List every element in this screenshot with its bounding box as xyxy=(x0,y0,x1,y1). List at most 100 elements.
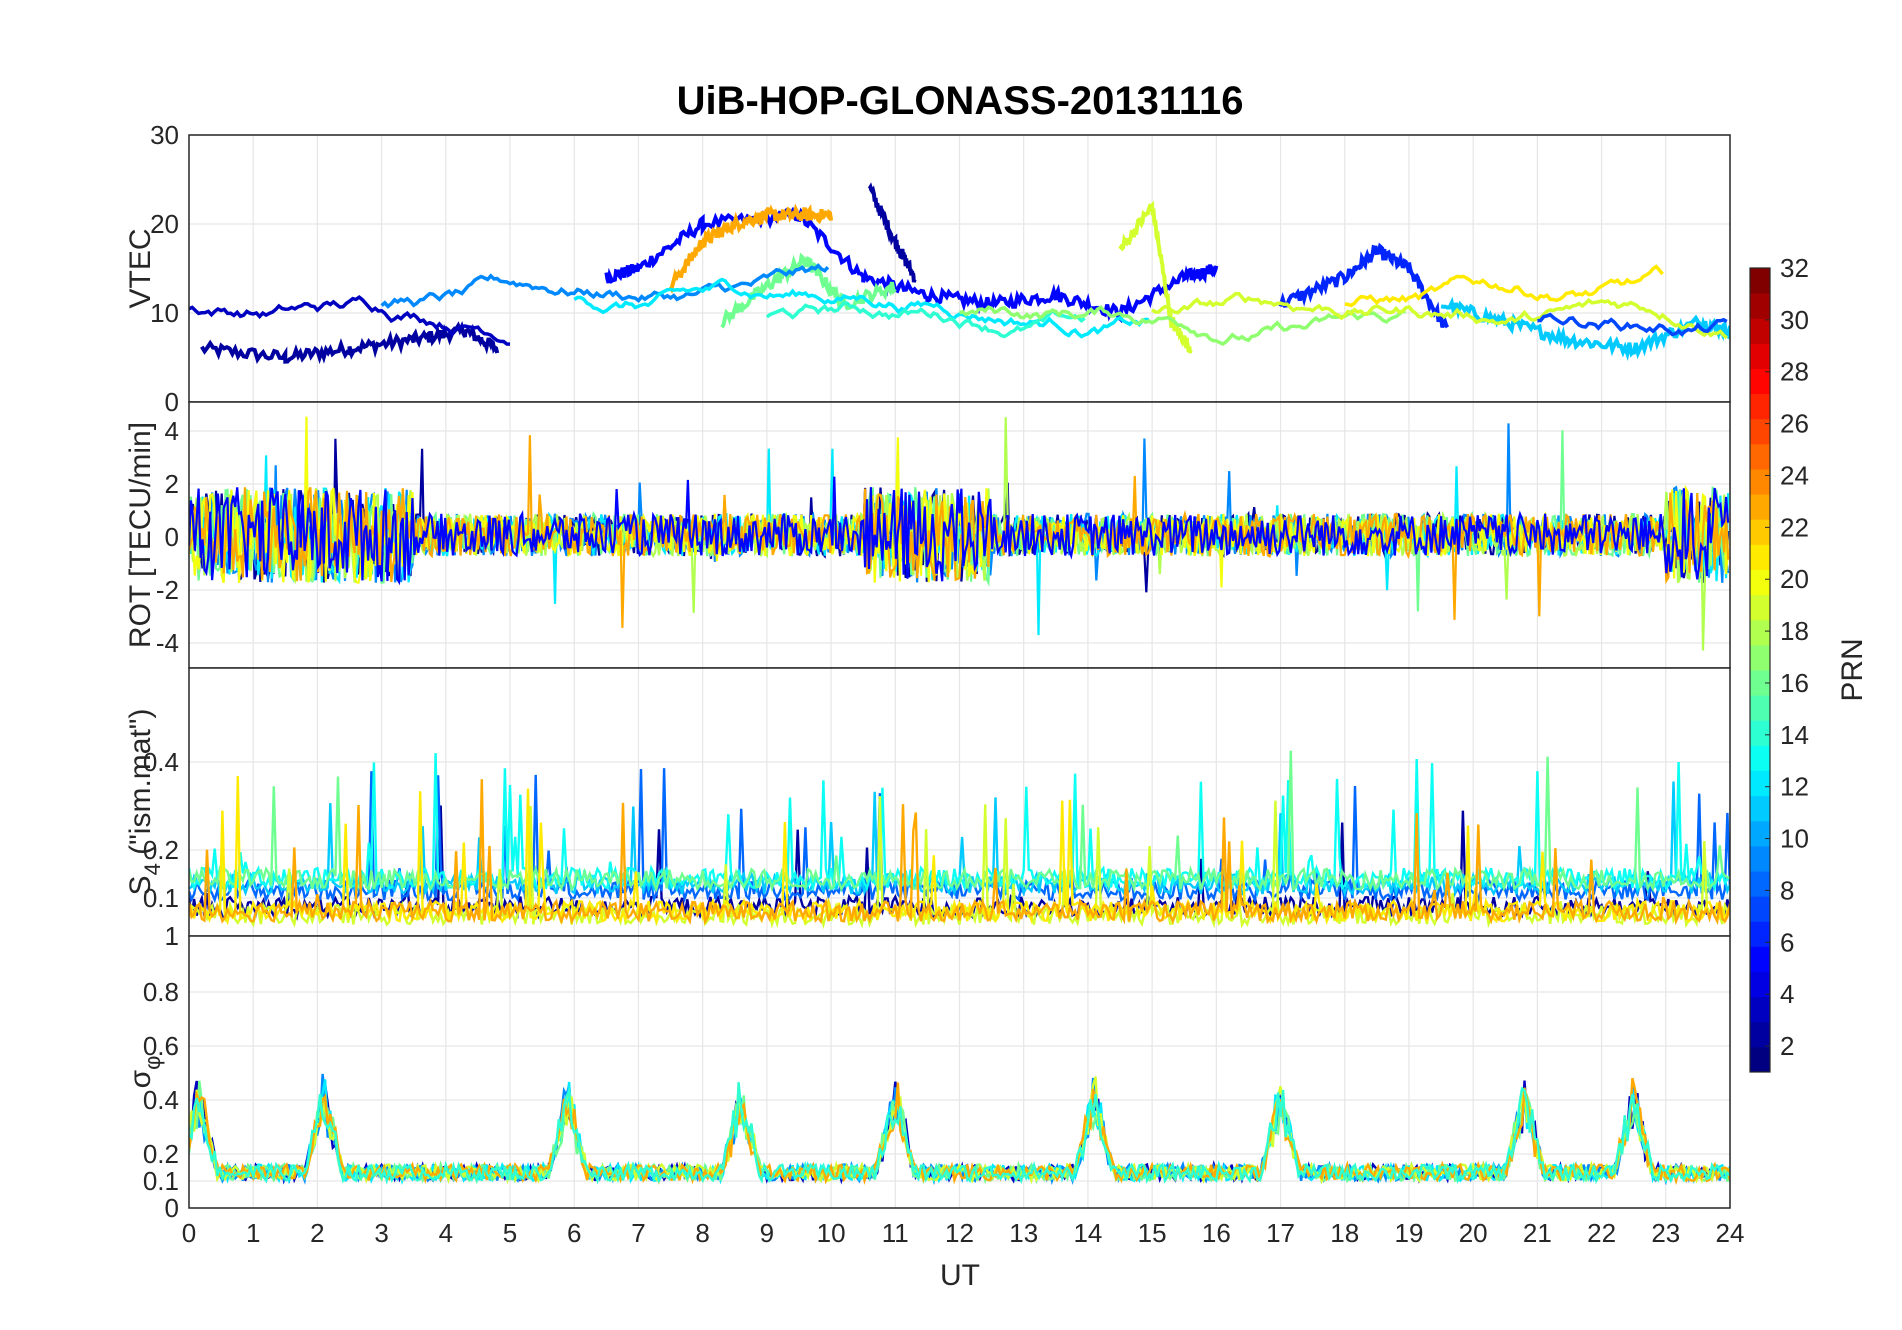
trace-group xyxy=(189,182,1730,365)
x-tick-label: 18 xyxy=(1330,1218,1359,1248)
panel-3: 0.1 0.2 0.4S4 ("ism.mat") xyxy=(124,667,1731,937)
colorbar-swatch xyxy=(1750,644,1770,671)
y-tick-label: -2 xyxy=(156,575,179,605)
y-tick-label: -4 xyxy=(156,628,179,658)
x-tick-label: 11 xyxy=(882,1218,909,1248)
y-axis-label: ROT [TECU/min] xyxy=(124,422,157,648)
y-tick-label: 0.1 xyxy=(143,883,179,913)
colorbar-swatch xyxy=(1750,619,1770,646)
colorbar-tick-label: 16 xyxy=(1780,668,1809,698)
colorbar-swatch xyxy=(1750,695,1770,721)
colorbar-swatch xyxy=(1750,770,1770,797)
series-line-prn-6 xyxy=(1278,242,1450,329)
x-tick-label: 14 xyxy=(1073,1218,1102,1248)
colorbar-swatch xyxy=(1750,896,1770,922)
colorbar-swatch xyxy=(1750,946,1770,972)
y-tick-label: 0.4 xyxy=(143,1085,179,1115)
colorbar-swatch xyxy=(1750,393,1770,420)
colorbar-tick-label: 28 xyxy=(1780,357,1809,387)
colorbar-swatch xyxy=(1750,293,1770,319)
colorbar-swatch xyxy=(1750,795,1770,822)
colorbar-swatch xyxy=(1750,469,1770,495)
series-line-prn-14 xyxy=(189,1082,1730,1185)
y-axis-label: S4 ("ism.mat") xyxy=(124,709,165,896)
y-tick-label: 0.4 xyxy=(143,747,179,777)
series-line-prn-17 xyxy=(959,305,1406,347)
series-line-prn-19 xyxy=(1118,200,1193,354)
x-tick-label: 12 xyxy=(945,1218,974,1248)
colorbar-tick-label: 24 xyxy=(1780,460,1809,490)
x-tick-label: 0 xyxy=(182,1218,196,1248)
y-tick-label: 0 xyxy=(165,1193,179,1223)
colorbar-swatch xyxy=(1750,494,1770,520)
y-tick-label: 0.6 xyxy=(143,1031,179,1061)
colorbar-swatch xyxy=(1750,418,1770,445)
series-line-prn-12 xyxy=(573,277,1150,339)
series-line-prn-19 xyxy=(1151,291,1728,340)
panel-2: -4 -2 0 2 4 ROT [TECU/min] xyxy=(124,401,1731,669)
y-axis-label: σφ xyxy=(124,1056,165,1089)
x-tick-label: 20 xyxy=(1459,1218,1488,1248)
x-tick-label: 1 xyxy=(246,1218,260,1248)
colorbar-tick-label: 6 xyxy=(1780,927,1794,957)
y-tick-label: 0.2 xyxy=(143,1139,179,1169)
series-line-prn-5 xyxy=(189,476,1730,586)
trace-group xyxy=(189,1073,1730,1186)
y-tick-label: 30 xyxy=(150,120,179,150)
colorbar-tick-label: 18 xyxy=(1780,616,1809,646)
x-tick-label: 4 xyxy=(439,1218,453,1248)
series-line-prn-3 xyxy=(189,295,511,346)
y-tick-label: 0 xyxy=(165,522,179,552)
x-ticks: 0 1 2 3 4 5 6 7 8 9 10 11 12 13 14 15 16 17 18 19 20 21 22 23 24 xyxy=(182,1218,1745,1248)
colorbar-swatch xyxy=(1750,594,1770,621)
colorbar-tick-label: 10 xyxy=(1780,824,1809,854)
x-tick-label: 9 xyxy=(760,1218,774,1248)
series-line-prn-16 xyxy=(189,750,1730,894)
colorbar-swatch xyxy=(1750,368,1770,395)
x-tick-label: 15 xyxy=(1138,1218,1167,1248)
colorbar-tick-label: 8 xyxy=(1780,875,1794,905)
colorbar-swatch xyxy=(1750,921,1770,947)
chart-title: UiB-HOP-GLONASS-20131116 xyxy=(677,79,1244,123)
colorbar-swatch xyxy=(1750,996,1770,1023)
x-tick-label: 8 xyxy=(695,1218,709,1248)
series-line-prn-2 xyxy=(200,321,500,365)
x-tick-label: 5 xyxy=(503,1218,517,1248)
colorbar-tick-label: 14 xyxy=(1780,720,1809,750)
x-tick-label: 6 xyxy=(567,1218,581,1248)
colorbar-swatch xyxy=(1750,569,1770,596)
colorbar-swatch xyxy=(1750,268,1770,294)
x-tick-label: 7 xyxy=(631,1218,645,1248)
colorbar-swatch xyxy=(1750,720,1770,746)
x-tick-label: 19 xyxy=(1394,1218,1423,1248)
y-tick-label: 4 xyxy=(165,416,179,446)
colorbar-swatch xyxy=(1750,820,1770,847)
y-tick-label: 20 xyxy=(150,209,179,239)
x-tick-label: 2 xyxy=(310,1218,324,1248)
y-tick-label: 0.2 xyxy=(143,835,179,865)
series-line-prn-7 xyxy=(1537,312,1728,337)
series-line-prn-9 xyxy=(380,263,830,309)
colorbar-tick-label: 20 xyxy=(1780,564,1809,594)
colorbar-swatch xyxy=(1750,1046,1770,1073)
trace-group xyxy=(189,416,1730,651)
colorbar-label: PRN xyxy=(1836,638,1869,701)
colorbar-tick-label: 30 xyxy=(1780,305,1809,335)
x-tick-label: 23 xyxy=(1651,1218,1680,1248)
colorbar-tick-label: 32 xyxy=(1780,253,1809,283)
colorbar-swatch xyxy=(1750,519,1770,545)
series-line-prn-14 xyxy=(765,301,1086,339)
trace-group xyxy=(189,750,1730,930)
x-tick-label: 24 xyxy=(1716,1218,1745,1248)
y-tick-label: 0.8 xyxy=(143,977,179,1007)
colorbar-tick-label: 4 xyxy=(1780,979,1794,1009)
x-tick-label: 13 xyxy=(1009,1218,1038,1248)
colorbar-swatch xyxy=(1750,1021,1770,1048)
y-tick-label: 0 xyxy=(165,387,179,417)
x-tick-label: 16 xyxy=(1202,1218,1231,1248)
y-axis-label: VTEC xyxy=(124,228,157,308)
colorbar-swatch xyxy=(1750,745,1770,771)
colorbar-tick-label: 12 xyxy=(1780,772,1809,802)
